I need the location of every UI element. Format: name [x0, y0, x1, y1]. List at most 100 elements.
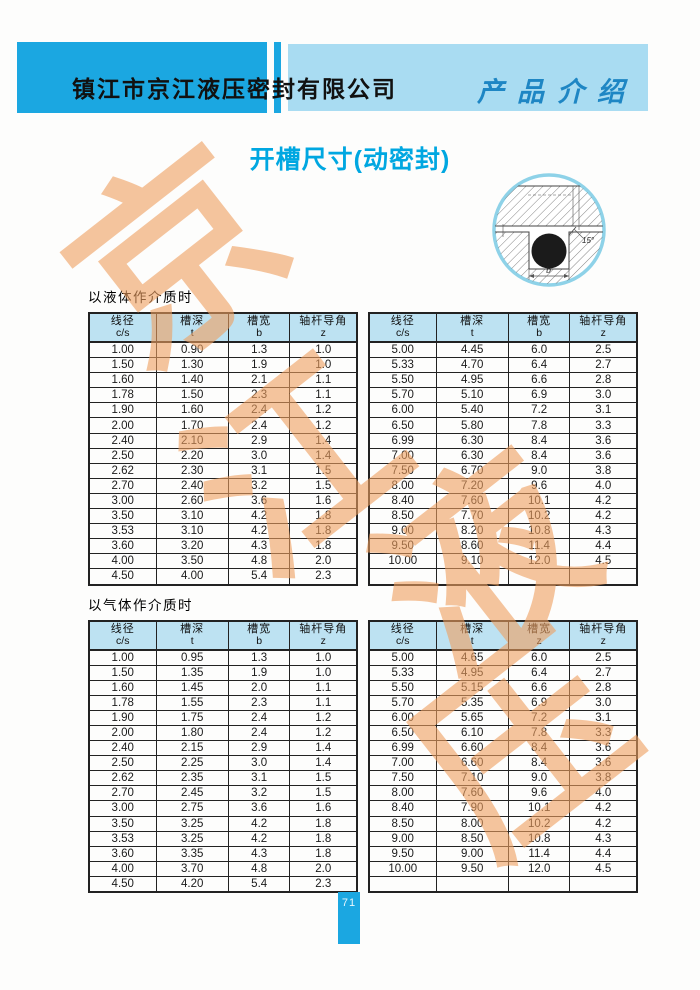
table-cell: 8.00: [368, 477, 437, 494]
table-cell: 3.6: [569, 447, 638, 464]
table-cell: 1.1: [289, 387, 358, 404]
table-cell: 4.95: [435, 372, 509, 389]
table-cell: 2.4: [227, 724, 291, 742]
table-row: 1.60 1.45 2.0 1.1: [88, 679, 358, 696]
table-cell: 5.15: [435, 679, 509, 696]
table-cell: 3.6: [569, 740, 638, 757]
table-cell: 1.80: [155, 724, 229, 742]
table-cell: 6.00: [368, 709, 437, 726]
table-cell: 3.3: [569, 417, 638, 434]
table-cell: 6.6: [507, 372, 571, 389]
table-cell: 9.10: [435, 553, 509, 570]
table-row: 1.90 1.60 2.4 1.2: [88, 402, 358, 419]
table-cell: 5.10: [435, 387, 509, 404]
section-label: 以液体作介质时: [88, 290, 193, 305]
table-cell: 3.2: [227, 477, 291, 494]
table-cell: 6.50: [368, 417, 437, 434]
table-cell: 6.50: [368, 724, 437, 742]
table-cell: 2.25: [155, 755, 229, 772]
table-row: 5.00 4.45 6.0 2.5: [368, 341, 638, 359]
table-cell: 6.6: [507, 679, 571, 696]
table-row: 4.00 3.50 4.8 2.0: [88, 553, 358, 570]
table-cell: 1.0: [289, 649, 358, 666]
table-cell: 1.0: [289, 664, 358, 681]
table-cell: 1.2: [289, 417, 358, 434]
table-cell: 7.8: [507, 724, 571, 742]
table-cell: 9.0: [507, 462, 571, 479]
dimension-table: 线径 c/s 槽深 t 槽宽 b 轴杆导角 z 1.00 0.90 1.3 1.0 1.50 1.30 1…: [88, 312, 358, 586]
table-cell: 4.95: [435, 664, 509, 681]
header-row: 线径 c/s 槽深 t 槽宽 z 轴杆导角 z: [368, 620, 638, 651]
table-cell: 6.30: [435, 447, 509, 464]
table-cell: 6.10: [435, 724, 509, 742]
table-cell: 2.00: [88, 417, 157, 434]
table-cell: 2.9: [227, 432, 291, 449]
table-cell: 3.53: [88, 830, 157, 847]
table-row: 5.50 4.95 6.6 2.8: [368, 372, 638, 389]
table-cell: 6.9: [507, 694, 571, 711]
table-cell: 6.9: [507, 387, 571, 404]
table-cell: 5.50: [368, 679, 437, 696]
table-cell: 1.3: [227, 341, 291, 359]
table-cell: 5.50: [368, 372, 437, 389]
table-cell: 4.45: [435, 341, 509, 359]
table-cell: 1.8: [289, 538, 358, 555]
table-row: 1.90 1.75 2.4 1.2: [88, 709, 358, 726]
table-cell: 1.40: [155, 372, 229, 389]
table-cell: 2.50: [88, 447, 157, 464]
table-cell: 7.2: [507, 402, 571, 419]
dimension-table: 线径 c/s 槽深 t 槽宽 b 轴杆导角 z 1.00 0.95 1.3 1.0 1.50 1.35 1…: [88, 619, 358, 893]
table-row: 1.50 1.35 1.9 1.0: [88, 664, 358, 681]
table-cell: 2.3: [289, 875, 358, 893]
column-header: 线径 c/s: [88, 620, 157, 651]
table-cell: 11.4: [507, 845, 571, 862]
table-cell: 4.2: [227, 508, 291, 525]
table-row: 3.00 2.75 3.6 1.6: [88, 800, 358, 817]
table-cell: 1.60: [88, 679, 157, 696]
table-cell: 2.8: [569, 679, 638, 696]
column-header: 槽深 t: [155, 620, 229, 651]
table-cell: 1.5: [289, 770, 358, 787]
table-row: 4.50 4.20 5.4 2.3: [88, 875, 358, 893]
table-cell: 3.70: [155, 860, 229, 877]
table-cell: 5.4: [227, 568, 291, 585]
table-cell: 2.20: [155, 447, 229, 464]
table-cell: 4.4: [569, 845, 638, 862]
table-row: 1.50 1.30 1.9 1.0: [88, 357, 358, 374]
table-cell: 9.00: [368, 523, 437, 540]
table-cell: 5.70: [368, 387, 437, 404]
table-cell: 1.50: [88, 664, 157, 681]
table-cell: 2.50: [88, 755, 157, 772]
table-cell: 2.4: [227, 709, 291, 726]
table-cell: 4.00: [155, 568, 229, 585]
table-cell: 10.1: [507, 800, 571, 817]
company-name: 镇江市京江液压密封有限公司: [72, 77, 397, 102]
table-cell: 4.00: [88, 860, 157, 877]
table-row: 7.00 6.30 8.4 3.6: [368, 447, 638, 464]
table-cell: 3.8: [569, 770, 638, 787]
tables-area: 以液体作介质时 线径 c/s 槽深 t 槽宽 b 轴杆导角 z 1.00 0.90 1.3 1.0 1…: [88, 286, 648, 893]
column-header: 轴杆导角 z: [289, 620, 358, 651]
table-row: 2.00 1.80 2.4 1.2: [88, 724, 358, 742]
table-cell: 1.5: [289, 477, 358, 494]
table-cell: [368, 875, 437, 893]
table-row: 5.70 5.10 6.9 3.0: [368, 387, 638, 404]
table-cell: 2.1: [227, 372, 291, 389]
table-cell: 1.70: [155, 417, 229, 434]
table-cell: 2.3: [227, 387, 291, 404]
table-cell: 3.35: [155, 845, 229, 862]
table-row: [368, 875, 638, 893]
column-header: 槽宽 b: [507, 312, 571, 343]
table-cell: 2.70: [88, 785, 157, 802]
table-cell: 12.0: [507, 860, 571, 877]
table-cell: 10.1: [507, 492, 571, 510]
table-cell: 8.4: [507, 755, 571, 772]
table-row: 10.00 9.50 12.0 4.5: [368, 860, 638, 877]
table-cell: 4.2: [569, 508, 638, 525]
table-cell: 2.62: [88, 462, 157, 479]
table-cell: 2.3: [289, 568, 358, 585]
table-cell: 2.4: [227, 417, 291, 434]
table-cell: [435, 568, 509, 585]
table-row: 9.00 8.20 10.8 4.3: [368, 523, 638, 540]
